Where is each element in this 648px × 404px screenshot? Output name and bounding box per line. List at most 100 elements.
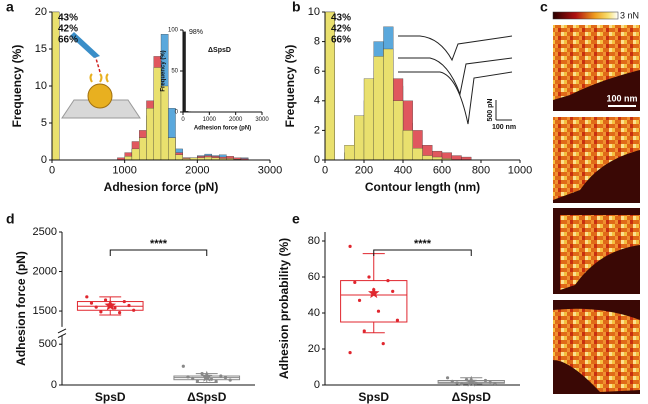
y-tick-label: 15 — [35, 43, 47, 55]
bar — [373, 56, 384, 161]
legend-entry: 66% — [58, 35, 78, 46]
point — [455, 381, 459, 385]
bar — [139, 137, 147, 161]
x-tick-label: 200 — [355, 165, 373, 177]
point — [348, 244, 352, 248]
point — [122, 299, 126, 304]
point — [445, 376, 450, 380]
axes — [182, 30, 262, 113]
y-axis-label: Frequency (%) — [161, 50, 167, 91]
adhesion-maps — [552, 11, 640, 394]
box — [340, 280, 408, 323]
legend-entry: 43% — [58, 13, 78, 24]
point — [200, 371, 204, 376]
y-tick-label: 0 — [175, 110, 179, 116]
point — [488, 380, 492, 384]
x-tick-label: 3000 — [255, 117, 269, 123]
inset-title: ΔSpsD — [208, 47, 231, 54]
x-tick-label: 0 — [49, 165, 55, 177]
bar — [363, 78, 374, 161]
panel-letter: e — [292, 211, 300, 227]
x-tick-label: 1000 — [508, 165, 532, 177]
x-axis-label: Adhesion force (pN) — [194, 126, 251, 132]
x-axis-label: Contour length (nm) — [365, 180, 480, 194]
bar — [175, 154, 183, 161]
bar — [124, 156, 133, 161]
y-axis-label: Frequency (%) — [10, 45, 24, 128]
point — [223, 376, 228, 380]
y-tick-label: 10 — [308, 6, 320, 18]
point — [474, 381, 478, 385]
point — [228, 378, 232, 382]
bar — [354, 115, 365, 161]
y-tick-label: 20 — [35, 6, 47, 18]
point — [214, 379, 218, 383]
point — [191, 376, 195, 381]
y-tick-label: 40 — [308, 307, 320, 319]
legend-entry: 66% — [331, 35, 351, 46]
x-tick-label: 2000 — [229, 117, 243, 123]
y-tick-label: 60 — [308, 271, 320, 283]
panel-letter: c — [540, 0, 548, 15]
point — [195, 379, 199, 383]
axes — [324, 232, 520, 386]
axis-break — [57, 328, 67, 338]
y-tick-label: 6 — [314, 65, 320, 77]
bar — [383, 48, 394, 161]
bar — [402, 130, 413, 161]
point — [483, 378, 488, 383]
bar — [393, 100, 404, 161]
mean — [465, 375, 477, 387]
y-tick-label: 20 — [308, 343, 320, 355]
point — [103, 298, 108, 302]
point — [209, 377, 214, 381]
point — [381, 342, 385, 346]
y-tick-label: 5 — [41, 117, 47, 129]
bar — [160, 85, 169, 161]
y-tick-label: 50 — [171, 69, 178, 75]
x-tick-label: SpsD — [358, 390, 389, 404]
bar — [146, 108, 154, 161]
bar — [422, 155, 433, 161]
mean — [368, 287, 380, 299]
x-tick-label: 1000 — [112, 165, 136, 177]
x-tick-label: ΔSpsD — [187, 390, 227, 404]
afm-cartoon — [61, 32, 141, 119]
bar — [344, 145, 355, 161]
y-axis-label: Adhesion probability (%) — [277, 238, 291, 379]
scale-distance: 100 nm — [492, 124, 516, 131]
annotation: 98% — [189, 29, 203, 36]
y-tick-label: 80 — [308, 235, 320, 247]
y-tick-label: 0 — [41, 154, 47, 166]
y-tick-label: 0 — [314, 154, 320, 166]
x-tick-label: 600 — [433, 165, 451, 177]
x-tick-label: 800 — [472, 165, 490, 177]
x-tick-label: 3000 — [258, 165, 282, 177]
panel-letter: d — [6, 211, 15, 227]
point — [450, 379, 454, 383]
point — [113, 306, 117, 310]
point — [132, 308, 136, 312]
x-tick-label: ΔSpsD — [452, 390, 492, 404]
point — [181, 364, 185, 368]
colorbar-label: 3 nN — [620, 10, 639, 20]
point — [460, 382, 464, 386]
scale-force: 500 pN — [487, 99, 494, 122]
point — [362, 329, 366, 333]
x-tick-label: 1000 — [203, 117, 217, 123]
point — [493, 381, 497, 386]
point — [118, 311, 122, 315]
panel-letter: b — [292, 0, 301, 15]
y-tick-label: 4 — [314, 95, 320, 107]
y-tick-label: 100 — [168, 28, 179, 34]
y-tick-label: 2500 — [33, 226, 57, 238]
x-tick-label: 0 — [322, 165, 328, 177]
legend-entry: 42% — [58, 24, 78, 35]
point — [94, 305, 98, 309]
y-tick-label: 0 — [51, 379, 57, 391]
point — [348, 351, 352, 355]
x-tick-label: SpsD — [95, 390, 126, 404]
point — [85, 295, 89, 299]
y-tick-label: 8 — [314, 36, 320, 48]
